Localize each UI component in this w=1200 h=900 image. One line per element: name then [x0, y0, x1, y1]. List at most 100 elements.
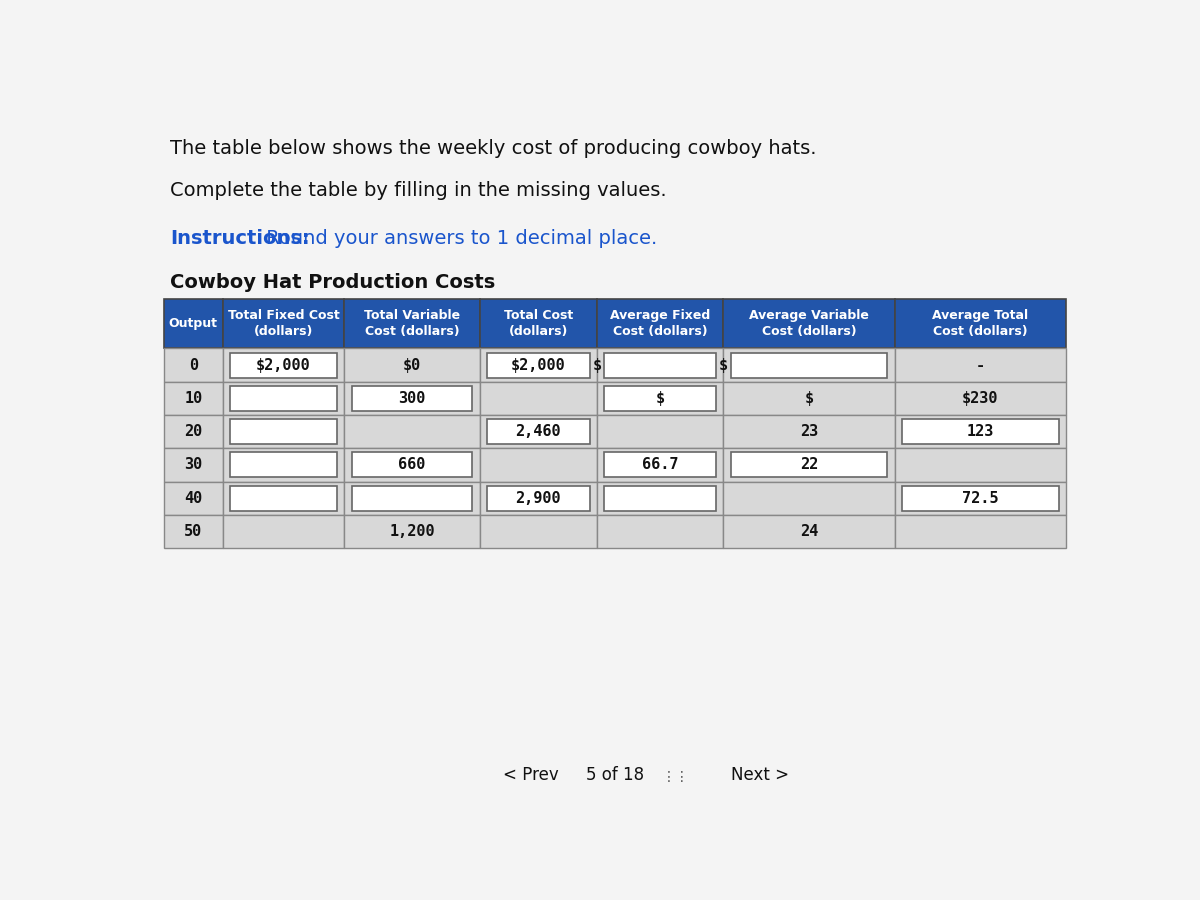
Bar [895, 382, 1066, 415]
Text: Round your answers to 1 decimal place.: Round your answers to 1 decimal place. [259, 230, 656, 248]
Text: 72.5: 72.5 [962, 491, 998, 506]
Bar [596, 482, 724, 515]
Bar [480, 515, 596, 548]
Text: Average Total
Cost (dollars): Average Total Cost (dollars) [932, 310, 1028, 338]
Text: Output: Output [169, 317, 217, 330]
Bar [352, 386, 473, 410]
Text: 2,900: 2,900 [516, 491, 562, 506]
Bar [596, 299, 724, 348]
Bar [895, 482, 1066, 515]
Bar [480, 348, 596, 382]
Text: $2,000: $2,000 [511, 357, 565, 373]
Text: $: $ [593, 357, 601, 373]
Bar [480, 382, 596, 415]
Text: $: $ [719, 357, 728, 373]
Text: 10: 10 [184, 391, 203, 406]
Bar [731, 453, 887, 477]
Bar [222, 482, 344, 515]
Bar [487, 419, 589, 444]
Bar [222, 382, 344, 415]
Bar [480, 482, 596, 515]
Text: 50: 50 [184, 524, 203, 539]
Text: 5 of 18: 5 of 18 [586, 766, 644, 784]
Bar [164, 482, 222, 515]
Bar [164, 515, 222, 548]
Bar [164, 382, 222, 415]
Bar [596, 415, 724, 448]
Text: Next >: Next > [731, 766, 790, 784]
Bar [352, 486, 473, 510]
Bar [487, 353, 589, 378]
Bar [344, 348, 480, 382]
Text: Complete the table by filling in the missing values.: Complete the table by filling in the mis… [170, 181, 667, 200]
Bar [724, 482, 895, 515]
Bar [480, 448, 596, 482]
Bar [480, 299, 596, 348]
Bar [605, 386, 716, 410]
Bar [902, 486, 1058, 510]
Bar [895, 515, 1066, 548]
Text: $230: $230 [962, 391, 998, 406]
Text: 0: 0 [188, 357, 198, 373]
Text: $: $ [804, 391, 814, 406]
Text: -: - [976, 357, 985, 373]
Bar [724, 448, 895, 482]
Bar [344, 515, 480, 548]
Text: 22: 22 [800, 457, 818, 472]
Text: 30: 30 [184, 457, 203, 472]
Bar [344, 382, 480, 415]
Bar [344, 482, 480, 515]
Bar [230, 353, 337, 378]
Text: Total Fixed Cost
(dollars): Total Fixed Cost (dollars) [228, 310, 340, 338]
Bar [344, 448, 480, 482]
Bar [480, 415, 596, 448]
Bar [902, 419, 1058, 444]
Text: Average Variable
Cost (dollars): Average Variable Cost (dollars) [749, 310, 869, 338]
Text: Instructions:: Instructions: [170, 230, 310, 248]
Text: 300: 300 [398, 391, 426, 406]
Bar [222, 299, 344, 348]
Bar [230, 419, 337, 444]
Bar [731, 353, 887, 378]
Bar [895, 448, 1066, 482]
Bar [222, 515, 344, 548]
Text: 123: 123 [967, 424, 994, 439]
Bar [164, 415, 222, 448]
Text: 23: 23 [800, 424, 818, 439]
Bar [724, 348, 895, 382]
Text: $0: $0 [403, 357, 421, 373]
Bar [895, 299, 1066, 348]
Text: The table below shows the weekly cost of producing cowboy hats.: The table below shows the weekly cost of… [170, 140, 817, 158]
Bar [895, 415, 1066, 448]
Text: 66.7: 66.7 [642, 457, 678, 472]
Bar [230, 386, 337, 410]
Text: 1,200: 1,200 [389, 524, 434, 539]
Bar [895, 348, 1066, 382]
Text: Average Fixed
Cost (dollars): Average Fixed Cost (dollars) [610, 310, 710, 338]
Bar [230, 453, 337, 477]
Bar [164, 348, 222, 382]
Bar [724, 299, 895, 348]
Bar [724, 382, 895, 415]
Text: Total Cost
(dollars): Total Cost (dollars) [504, 310, 572, 338]
Bar [605, 486, 716, 510]
Bar [596, 382, 724, 415]
Bar [724, 415, 895, 448]
Bar [222, 415, 344, 448]
Text: Total Variable
Cost (dollars): Total Variable Cost (dollars) [364, 310, 460, 338]
Text: 2,460: 2,460 [516, 424, 562, 439]
Bar [724, 515, 895, 548]
Bar [596, 515, 724, 548]
Bar [164, 299, 222, 348]
Text: 660: 660 [398, 457, 426, 472]
Bar [344, 415, 480, 448]
Bar [605, 453, 716, 477]
Bar [230, 486, 337, 510]
Text: Cowboy Hat Production Costs: Cowboy Hat Production Costs [170, 273, 496, 292]
Text: 40: 40 [184, 491, 203, 506]
Text: $: $ [655, 391, 665, 406]
Bar [605, 353, 716, 378]
Text: 20: 20 [184, 424, 203, 439]
Text: $2,000: $2,000 [256, 357, 311, 373]
Bar [596, 348, 724, 382]
